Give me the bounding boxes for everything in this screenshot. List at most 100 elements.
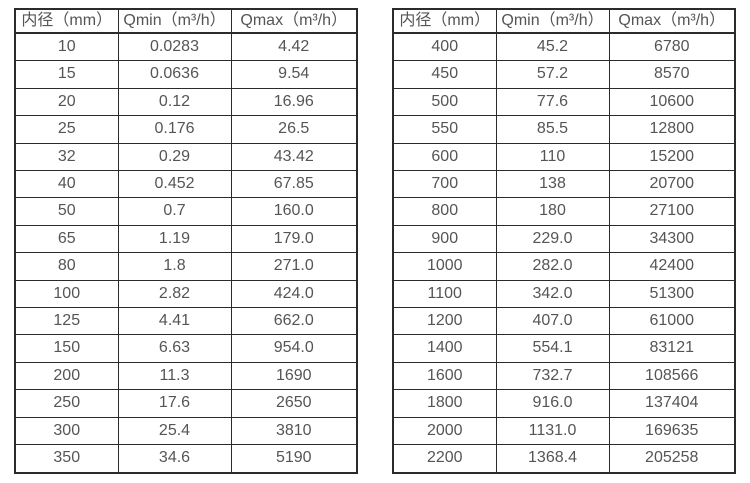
- table-row: 200 11.3 1690: [14, 361, 358, 391]
- table-row: 2200 1368.4 205258: [392, 444, 736, 473]
- diameter-cell: 20: [14, 87, 119, 117]
- qmin-cell: 282.0: [495, 252, 610, 281]
- diameter-cell: 500: [392, 87, 497, 117]
- diameter-cell: 2200: [392, 444, 497, 473]
- qmax-cell: 9.54: [230, 60, 358, 89]
- qmax-cell: 27100: [608, 197, 736, 226]
- diameter-cell: 700: [392, 170, 497, 199]
- qmin-cell: 4.41: [117, 307, 232, 336]
- qmax-cell: 662.0: [230, 307, 358, 336]
- qmax-cell: 179.0: [230, 224, 358, 254]
- table-row: 550 85.5 12800: [392, 115, 736, 144]
- diameter-cell: 10: [14, 32, 119, 62]
- table-row: 15 0.0636 9.54: [14, 60, 358, 89]
- diameter-cell: 1800: [392, 389, 497, 418]
- table-row: 50 0.7 160.0: [14, 197, 358, 226]
- qmin-cell: 138: [495, 170, 610, 199]
- qmin-cell: 1.8: [117, 252, 232, 281]
- table-row: 150 6.63 954.0: [14, 334, 358, 363]
- qmax-cell: 160.0: [230, 197, 358, 226]
- diameter-cell: 125: [14, 307, 119, 336]
- qmax-cell: 205258: [608, 444, 736, 473]
- diameter-cell: 40: [14, 170, 119, 199]
- qmin-cell: 732.7: [495, 361, 610, 391]
- diameter-cell: 400: [392, 32, 497, 62]
- qmin-cell: 2.82: [117, 279, 232, 309]
- qmin-cell: 180: [495, 197, 610, 226]
- qmax-cell: 424.0: [230, 279, 358, 309]
- qmax-cell: 2650: [230, 389, 358, 418]
- qmin-cell: 554.1: [495, 334, 610, 363]
- column-header-diameter: 内径（mm）: [14, 8, 119, 34]
- flow-spec-table-small-diameters: 内径（mm） Qmin（m³/h） Qmax（m³/h） 10 0.0283 4.42 15…: [14, 8, 358, 474]
- qmin-cell: 0.7: [117, 197, 232, 226]
- qmin-cell: 77.6: [495, 87, 610, 117]
- diameter-cell: 80: [14, 252, 119, 281]
- qmax-cell: 108566: [608, 361, 736, 391]
- qmin-cell: 34.6: [117, 444, 232, 473]
- qmax-cell: 4.42: [230, 32, 358, 62]
- qmin-cell: 0.0636: [117, 60, 232, 89]
- diameter-cell: 65: [14, 224, 119, 254]
- qmin-cell: 45.2: [495, 32, 610, 62]
- table-row: 450 57.2 8570: [392, 60, 736, 89]
- table-row: 25 0.176 26.5: [14, 115, 358, 144]
- diameter-cell: 100: [14, 279, 119, 309]
- qmax-cell: 6780: [608, 32, 736, 62]
- qmin-cell: 1368.4: [495, 444, 610, 473]
- table-row: 2000 1131.0 169635: [392, 416, 736, 446]
- table-row: 1400 554.1 83121: [392, 334, 736, 363]
- diameter-cell: 25: [14, 115, 119, 144]
- table-row: 1600 732.7 108566: [392, 361, 736, 391]
- qmin-cell: 342.0: [495, 279, 610, 309]
- table-row: 900 229.0 34300: [392, 224, 736, 254]
- qmin-cell: 25.4: [117, 416, 232, 446]
- table-row: 300 25.4 3810: [14, 416, 358, 446]
- diameter-cell: 1400: [392, 334, 497, 363]
- diameter-cell: 150: [14, 334, 119, 363]
- qmin-cell: 0.176: [117, 115, 232, 144]
- table-row: 350 34.6 5190: [14, 444, 358, 473]
- diameter-cell: 900: [392, 224, 497, 254]
- table-row: 600 110 15200: [392, 142, 736, 172]
- qmax-cell: 10600: [608, 87, 736, 117]
- qmax-cell: 137404: [608, 389, 736, 418]
- qmin-cell: 1.19: [117, 224, 232, 254]
- diameter-cell: 1600: [392, 361, 497, 391]
- table-row: 1800 916.0 137404: [392, 389, 736, 418]
- qmax-cell: 16.96: [230, 87, 358, 117]
- qmin-cell: 916.0: [495, 389, 610, 418]
- qmax-cell: 169635: [608, 416, 736, 446]
- table-row: 400 45.2 6780: [392, 32, 736, 62]
- qmax-cell: 12800: [608, 115, 736, 144]
- qmin-cell: 1131.0: [495, 416, 610, 446]
- table-row: 1200 407.0 61000: [392, 307, 736, 336]
- column-header-qmin: Qmin（m³/h）: [495, 8, 610, 34]
- diameter-cell: 1200: [392, 307, 497, 336]
- diameter-cell: 200: [14, 361, 119, 391]
- qmax-cell: 5190: [230, 444, 358, 473]
- header-row: 内径（mm） Qmin（m³/h） Qmax（m³/h）: [14, 8, 358, 34]
- qmax-cell: 8570: [608, 60, 736, 89]
- table-row: 20 0.12 16.96: [14, 87, 358, 117]
- qmin-cell: 0.0283: [117, 32, 232, 62]
- table-row: 40 0.452 67.85: [14, 170, 358, 199]
- diameter-cell: 600: [392, 142, 497, 172]
- qmin-cell: 57.2: [495, 60, 610, 89]
- table-row: 125 4.41 662.0: [14, 307, 358, 336]
- table-row: 65 1.19 179.0: [14, 224, 358, 254]
- flow-spec-table-large-diameters: 内径（mm） Qmin（m³/h） Qmax（m³/h） 400 45.2 6780 450…: [392, 8, 736, 474]
- qmin-cell: 0.12: [117, 87, 232, 117]
- column-header-qmax: Qmax（m³/h）: [608, 8, 736, 34]
- table-row: 1100 342.0 51300: [392, 279, 736, 309]
- qmax-cell: 954.0: [230, 334, 358, 363]
- header-row: 内径（mm） Qmin（m³/h） Qmax（m³/h）: [392, 8, 736, 34]
- diameter-cell: 800: [392, 197, 497, 226]
- diameter-cell: 15: [14, 60, 119, 89]
- qmax-cell: 271.0: [230, 252, 358, 281]
- qmin-cell: 407.0: [495, 307, 610, 336]
- diameter-cell: 350: [14, 444, 119, 473]
- column-header-qmin: Qmin（m³/h）: [117, 8, 232, 34]
- qmax-cell: 83121: [608, 334, 736, 363]
